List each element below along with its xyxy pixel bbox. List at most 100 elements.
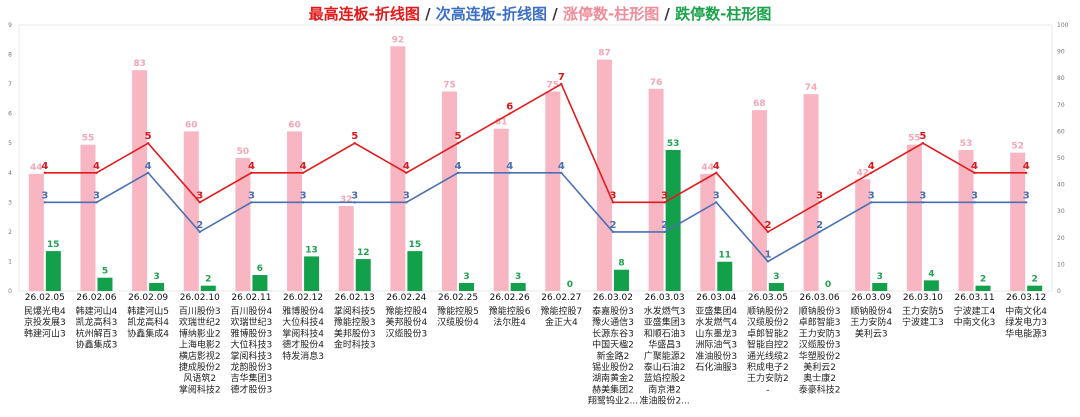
limit-down-bar [200, 285, 216, 291]
highest-board-value-label: 5 [455, 131, 462, 142]
stock-list-item: 新金路2 [597, 350, 630, 362]
stock-list-item: 顺钠股份2 [747, 305, 789, 317]
second-board-value-label: 3 [1023, 190, 1030, 201]
limit-down-value-label: 0 [567, 280, 573, 290]
stock-list-item: 和顺石油3 [644, 327, 686, 339]
title-second-board: 次高连板-折线图 [436, 5, 547, 23]
stock-list-item: 奥士康2 [803, 372, 836, 384]
stock-list-item: 长源东谷3 [592, 327, 634, 339]
limit-down-value-label: 2 [1032, 275, 1038, 285]
stock-list-item: 山东墨龙3 [695, 327, 737, 339]
limit-down-bar [510, 283, 526, 291]
second-board-point [456, 171, 460, 174]
limit-down-bar [407, 251, 423, 291]
second-board-value-label: 2 [196, 220, 203, 231]
limit-up-value-label: 76 [650, 78, 663, 88]
right-axis-tick-label: 40 [1057, 182, 1065, 189]
second-board-value-label: 1 [764, 249, 771, 260]
highest-board-point [43, 171, 47, 174]
stock-list-item: 凯龙高科4 [127, 316, 169, 328]
stock-list-item: 凯龙高科3 [76, 316, 118, 328]
stock-list-item: 泰豪科技2 [799, 383, 841, 395]
title-separator: / [659, 5, 675, 23]
stock-list-item: 美邦股份4 [386, 316, 428, 328]
highest-board-point [818, 201, 821, 204]
stock-list-item: 博纳影业2 [179, 327, 221, 339]
title-separator: / [420, 5, 436, 23]
limit-down-value-label: 3 [773, 272, 779, 282]
second-board-point [146, 171, 150, 174]
limit-up-bar [700, 173, 716, 291]
x-axis-date-label: 26.02.26 [490, 293, 530, 303]
limit-up-bar [906, 144, 922, 291]
stock-list-item: 大位科技4 [282, 316, 324, 328]
limit-down-bar [717, 261, 733, 291]
stock-list-item: 中国天楹2 [592, 339, 634, 351]
stock-list-item: 韩建河山5 [127, 305, 169, 317]
limit-down-value-label: 4 [928, 269, 934, 279]
stock-list-item: 豫能控股4 [386, 305, 428, 317]
stock-list-item: 掌阅科技4 [282, 327, 324, 339]
stock-list-item: 百川股份3 [179, 305, 221, 317]
stock-list-item: 金正大4 [545, 316, 578, 328]
stock-list-item: 华塑股份2 [799, 350, 841, 362]
stock-list-item: 宁波建工3 [902, 316, 944, 328]
limit-down-value-label: 0 [825, 280, 831, 290]
stock-list-item: - [766, 385, 769, 395]
highest-board-point [560, 82, 563, 86]
stock-list-item: 金时科技3 [334, 339, 376, 351]
limit-up-value-label: 42 [856, 168, 869, 178]
highest-board-value-label: 3 [661, 190, 668, 201]
highest-board-point [198, 201, 201, 204]
second-board-point [560, 171, 563, 174]
stock-list-item: 雅博股份4 [282, 305, 324, 317]
limit-down-value-label: 5 [102, 267, 108, 277]
highest-board-point [715, 171, 718, 174]
stock-list-item: 中南文化4 [1005, 305, 1047, 317]
stock-list-item: 翔鹭钨业2... [588, 395, 638, 407]
highest-board-value-label: 3 [816, 190, 823, 201]
stock-list-item: 欢瑞世纪2 [179, 316, 221, 328]
right-axis-tick-label: 20 [1057, 235, 1065, 242]
x-axis-date-label: 26.02.09 [128, 293, 168, 303]
left-axis-tick-label: 9 [8, 22, 12, 29]
limit-down-bar [872, 283, 888, 291]
title-highest-board: 最高连板-折线图 [309, 5, 420, 23]
stock-list-item: 德才股份4 [282, 339, 324, 351]
limit-down-value-label: 2 [980, 275, 986, 285]
limit-down-bar [613, 269, 629, 291]
stock-list-item: 王力安防3 [799, 327, 841, 339]
second-board-value-label: 3 [300, 190, 307, 201]
highest-board-value-label: 4 [248, 161, 255, 172]
second-board-value-label: 4 [558, 161, 565, 172]
stock-list-item: 上海电影2 [179, 339, 221, 351]
stock-list-item: 美邦股份3 [334, 327, 376, 339]
limit-down-bar [459, 283, 475, 291]
right-axis-tick-label: 10 [1057, 261, 1065, 268]
highest-board-point [1024, 171, 1028, 174]
highest-board-value-label: 5 [919, 131, 926, 142]
highest-board-value-label: 6 [506, 102, 513, 113]
limit-up-bar [28, 173, 44, 291]
x-axis-date-label: 26.03.03 [645, 293, 685, 303]
limit-up-bar [80, 144, 96, 291]
right-axis-tick-label: 90 [1057, 49, 1065, 56]
stock-list-item: 百川股份4 [231, 305, 273, 317]
left-axis-tick-label: 2 [8, 229, 12, 236]
stock-list-item: 掌阅科技5 [334, 305, 376, 317]
stock-list-item: 锡业股份2 [592, 361, 634, 373]
plot-frame [18, 24, 1053, 292]
stock-list-item: 王力安防5 [902, 305, 944, 317]
stock-list-item: 汉缆股份3 [386, 327, 428, 339]
limit-up-value-label: 92 [392, 35, 405, 45]
second-board-point [353, 201, 356, 204]
limit-up-value-label: 68 [753, 99, 766, 109]
limit-down-value-label: 15 [47, 240, 60, 250]
stock-list-item: 智能自控2 [747, 339, 789, 351]
second-board-point [715, 201, 718, 204]
limit-up-value-label: 75 [547, 81, 560, 91]
limit-up-value-label: 55 [908, 134, 921, 144]
x-axis-date-label: 26.03.05 [748, 293, 788, 303]
limit-up-value-label: 75 [443, 81, 456, 91]
